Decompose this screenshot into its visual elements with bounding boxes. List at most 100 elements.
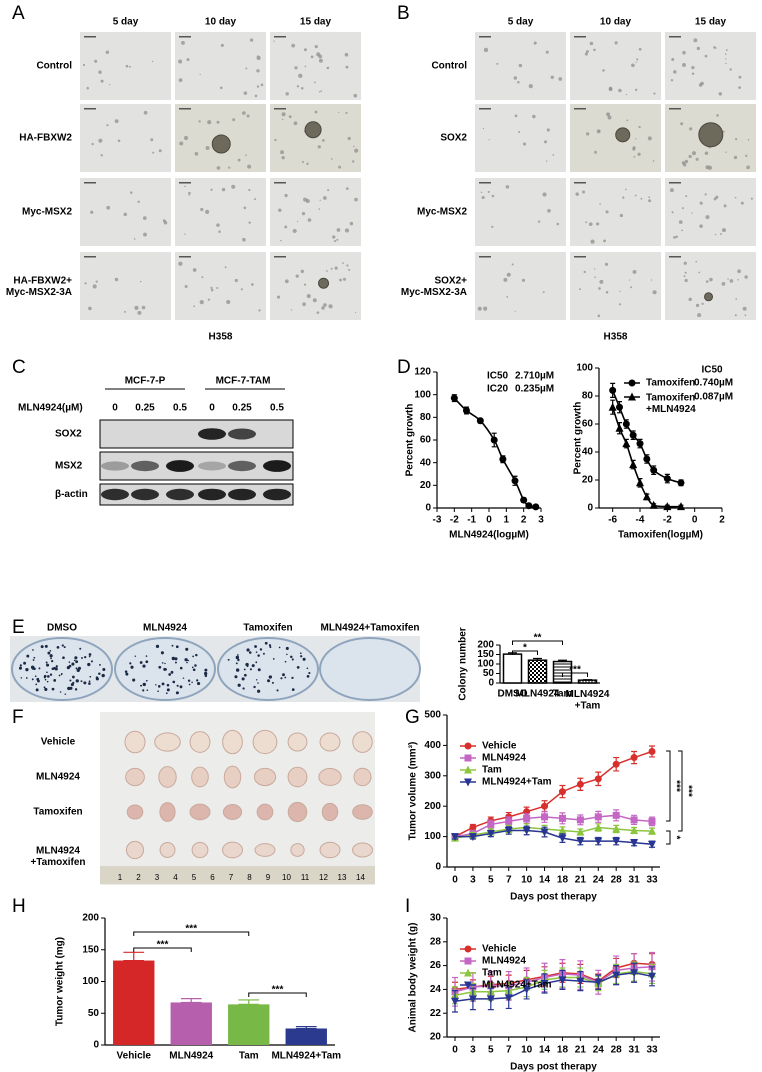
cell [602,69,605,72]
cell [326,270,328,272]
column-header: 5 day [508,17,534,28]
marker [541,813,549,821]
colony [62,656,65,660]
colony [81,657,83,659]
colony [72,681,75,684]
colony [101,673,105,678]
cell [688,154,692,159]
cell [747,138,750,141]
marker [464,754,472,762]
x-tick-label: 7 [506,1045,512,1056]
colony [23,661,27,665]
band [228,460,256,472]
cell [336,228,341,232]
marker [499,455,507,463]
colony [18,666,23,670]
ruler-number: 9 [266,873,271,882]
micrograph [80,104,171,172]
marker [468,995,477,1004]
cell [354,311,357,313]
cell [625,93,628,96]
significance-label: ** [534,633,542,644]
colony [171,656,175,661]
cell [647,136,652,141]
marker [511,477,519,485]
marker [594,978,603,987]
cell [605,290,609,294]
colony [46,671,48,674]
colony [296,665,300,669]
cell [650,279,653,281]
band [101,461,129,471]
marker [628,392,636,401]
cell [744,275,748,279]
cell [234,278,238,283]
colony [249,668,253,671]
scale-bar [479,108,491,110]
x-tick-label: 33 [646,1045,658,1056]
cell [338,165,342,169]
colony [89,675,92,678]
tumor [189,731,211,753]
cell [695,260,698,263]
cell [546,128,550,132]
cell [689,127,693,131]
cell [626,119,629,122]
cell [542,291,545,294]
cell [575,192,579,196]
cell [124,310,126,313]
panel-label: B [397,3,410,24]
ruler-number: 10 [282,873,291,882]
marker [540,979,549,988]
marker [464,957,472,965]
colony [139,661,143,664]
marker [622,439,631,448]
cell [100,154,103,157]
colony [46,663,50,667]
cell [137,310,142,315]
cell [733,155,738,160]
x-tick-label: 2 [719,515,725,526]
cell [683,261,687,265]
cell [597,314,601,318]
colony [63,646,66,649]
cell [143,232,147,237]
marker [576,816,584,824]
cell [625,188,627,191]
group-label: Vehicle [41,737,76,748]
cell [533,41,537,45]
blot [99,419,294,449]
cell [487,190,490,193]
x-tick-label: 3 [538,515,544,526]
tumor [158,766,177,788]
bar [552,660,573,684]
dose: 0.25 [232,403,252,414]
colony [37,679,40,683]
cell [86,86,90,90]
tumor [154,732,181,752]
cell [108,83,111,86]
plate [319,637,421,701]
significance-bracket [666,830,671,845]
cell [188,194,190,196]
cell [582,190,586,194]
cell [318,208,321,210]
colony [55,665,58,668]
micrograph [175,32,266,100]
colony [46,680,49,683]
colony [255,661,258,664]
colony [185,647,189,651]
cell [345,65,349,69]
colony [142,682,146,687]
colony [271,681,274,684]
cell [671,57,675,62]
tumor [352,731,373,753]
bar [113,960,155,1045]
cell [596,222,600,226]
panel-label: H [12,896,26,917]
row-label: SOX2 [440,133,467,144]
colony [184,658,188,662]
cell [585,50,589,54]
colony [187,679,191,682]
scale-bar [179,108,191,110]
